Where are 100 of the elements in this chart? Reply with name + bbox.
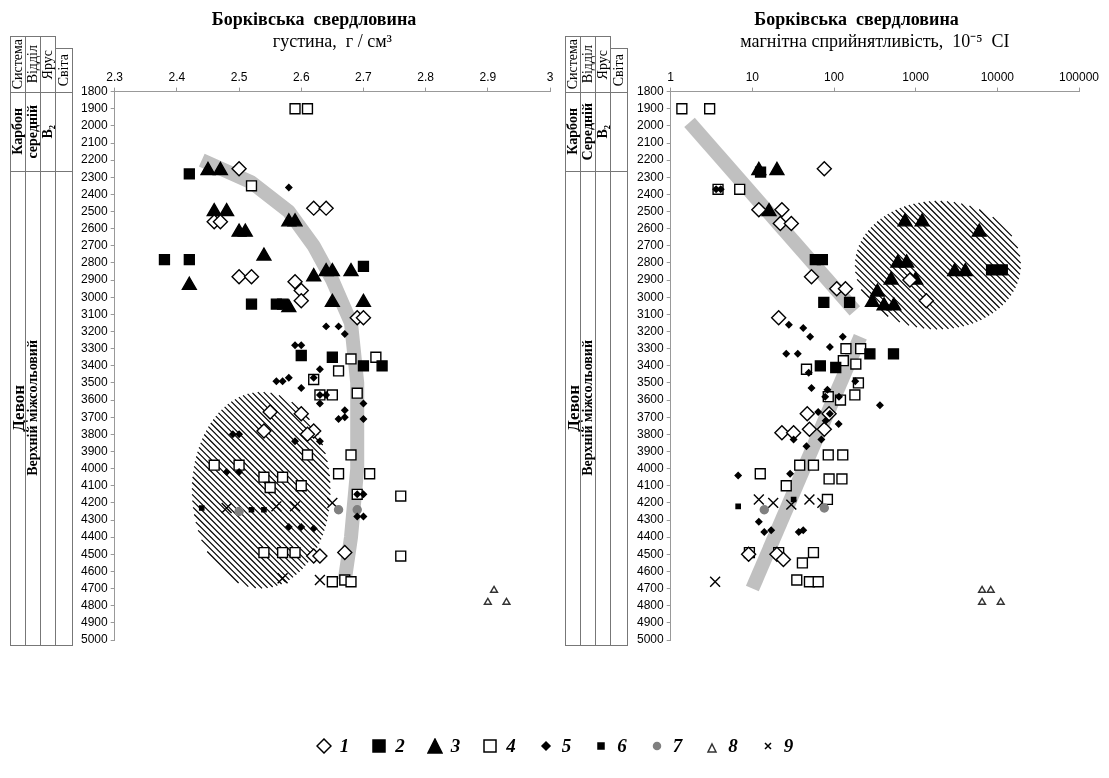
y-tick-label: 4500 [80, 546, 109, 561]
point [270, 500, 283, 512]
y-tick-label: 4700 [636, 580, 665, 595]
point [219, 202, 235, 217]
y-tick-label: 3300 [80, 340, 109, 355]
point [291, 341, 299, 349]
point [289, 500, 301, 512]
y-tick-label: 2400 [80, 186, 109, 201]
y-tick-label: 2100 [80, 135, 109, 150]
point [318, 200, 334, 216]
point [233, 459, 245, 471]
point [231, 268, 247, 285]
y-tick-label: 2000 [636, 118, 665, 133]
y-tick-label: 2900 [636, 272, 665, 287]
point [278, 377, 287, 385]
y-tick-label: 4900 [80, 615, 109, 630]
y-tick-label: 5000 [636, 632, 665, 647]
y-tick-label: 4300 [80, 512, 109, 527]
point [334, 415, 343, 423]
x-tick-label: 2.4 [168, 69, 186, 84]
point [341, 330, 349, 338]
point [502, 597, 511, 605]
y-tick-label: 3400 [80, 358, 109, 373]
y-tick-label: 3200 [80, 323, 109, 338]
point [316, 399, 324, 408]
point [234, 506, 244, 517]
y-tick-label: 3900 [80, 443, 109, 458]
y-tick-label: 2200 [80, 152, 109, 167]
point [243, 268, 260, 285]
stratigraphic-column: Система Відділ Ярус Світа Карбон середній В₂ Девон Верхній міжсольовий [10, 0, 73, 646]
y-tick-label: 4300 [636, 512, 665, 527]
point [324, 262, 340, 277]
point [305, 200, 322, 216]
point [483, 597, 492, 605]
point [297, 384, 305, 392]
point [334, 322, 343, 331]
point [198, 505, 205, 511]
y-tick-label: 2200 [636, 152, 665, 167]
point [248, 506, 255, 513]
y-tick-label: 3900 [636, 443, 665, 458]
point [332, 468, 345, 480]
legend-label: 3 [450, 735, 461, 757]
y-tick-label: 3200 [636, 323, 665, 338]
y-tick-label: 4400 [80, 529, 109, 544]
x-tick-label: 1000 [902, 69, 930, 84]
legend-label: 2 [395, 735, 405, 757]
y-tick-label: 3300 [636, 340, 665, 355]
point [212, 214, 229, 230]
point [359, 415, 368, 423]
point [395, 550, 407, 562]
point [352, 505, 362, 515]
x-tick-label: 2.8 [417, 69, 435, 84]
legend-label: 7 [672, 735, 683, 757]
y-tick-label: 2700 [636, 238, 665, 253]
point [309, 374, 318, 382]
y-tick-label: 3600 [636, 392, 665, 407]
x-axis-title: магнітна сприйнятливість, 10⁻⁵ СІ [740, 31, 1010, 52]
point [183, 253, 195, 266]
y-tick-label: 2500 [80, 203, 109, 218]
x-tick-label: 2.6 [292, 69, 310, 84]
x-tick-label: 100 [824, 69, 845, 84]
point [345, 449, 357, 461]
point [306, 267, 322, 282]
y-tick-label: 4100 [636, 478, 665, 493]
point [341, 413, 349, 421]
y-tick-label: 4200 [636, 495, 665, 510]
point [256, 423, 272, 439]
point [272, 377, 281, 385]
point [355, 293, 372, 308]
point [261, 506, 267, 513]
point [326, 497, 338, 509]
y-tick-label: 1800 [636, 83, 665, 98]
y-tick-label: 3800 [636, 426, 665, 441]
point [256, 247, 272, 261]
y-tick-label: 2600 [636, 221, 665, 236]
point [295, 480, 307, 492]
y-tick-label: 2800 [80, 255, 109, 270]
point [291, 437, 299, 445]
y-tick-label: 2100 [636, 135, 665, 150]
point [285, 374, 293, 382]
point [316, 365, 324, 373]
y-tick-label: 4800 [636, 598, 665, 613]
y-tick-label: 4100 [80, 478, 109, 493]
point [359, 512, 368, 521]
y-tick-label: 2900 [80, 272, 109, 287]
legend-label: 5 [561, 735, 572, 757]
y-tick-label: 3600 [80, 392, 109, 407]
point [245, 180, 258, 192]
y-tick-label: 3800 [80, 426, 109, 441]
legend-label: 1 [339, 735, 350, 757]
x-tick-label: 100000 [1058, 69, 1100, 84]
point [489, 585, 499, 593]
y-tick-label: 2300 [80, 169, 109, 184]
point [357, 260, 370, 273]
x-tick-label: 2.7 [355, 69, 373, 84]
point [289, 546, 301, 559]
y-tick-label: 4000 [636, 460, 665, 475]
point [337, 544, 353, 561]
x-tick-label: 2.3 [106, 69, 124, 84]
point [326, 576, 338, 588]
